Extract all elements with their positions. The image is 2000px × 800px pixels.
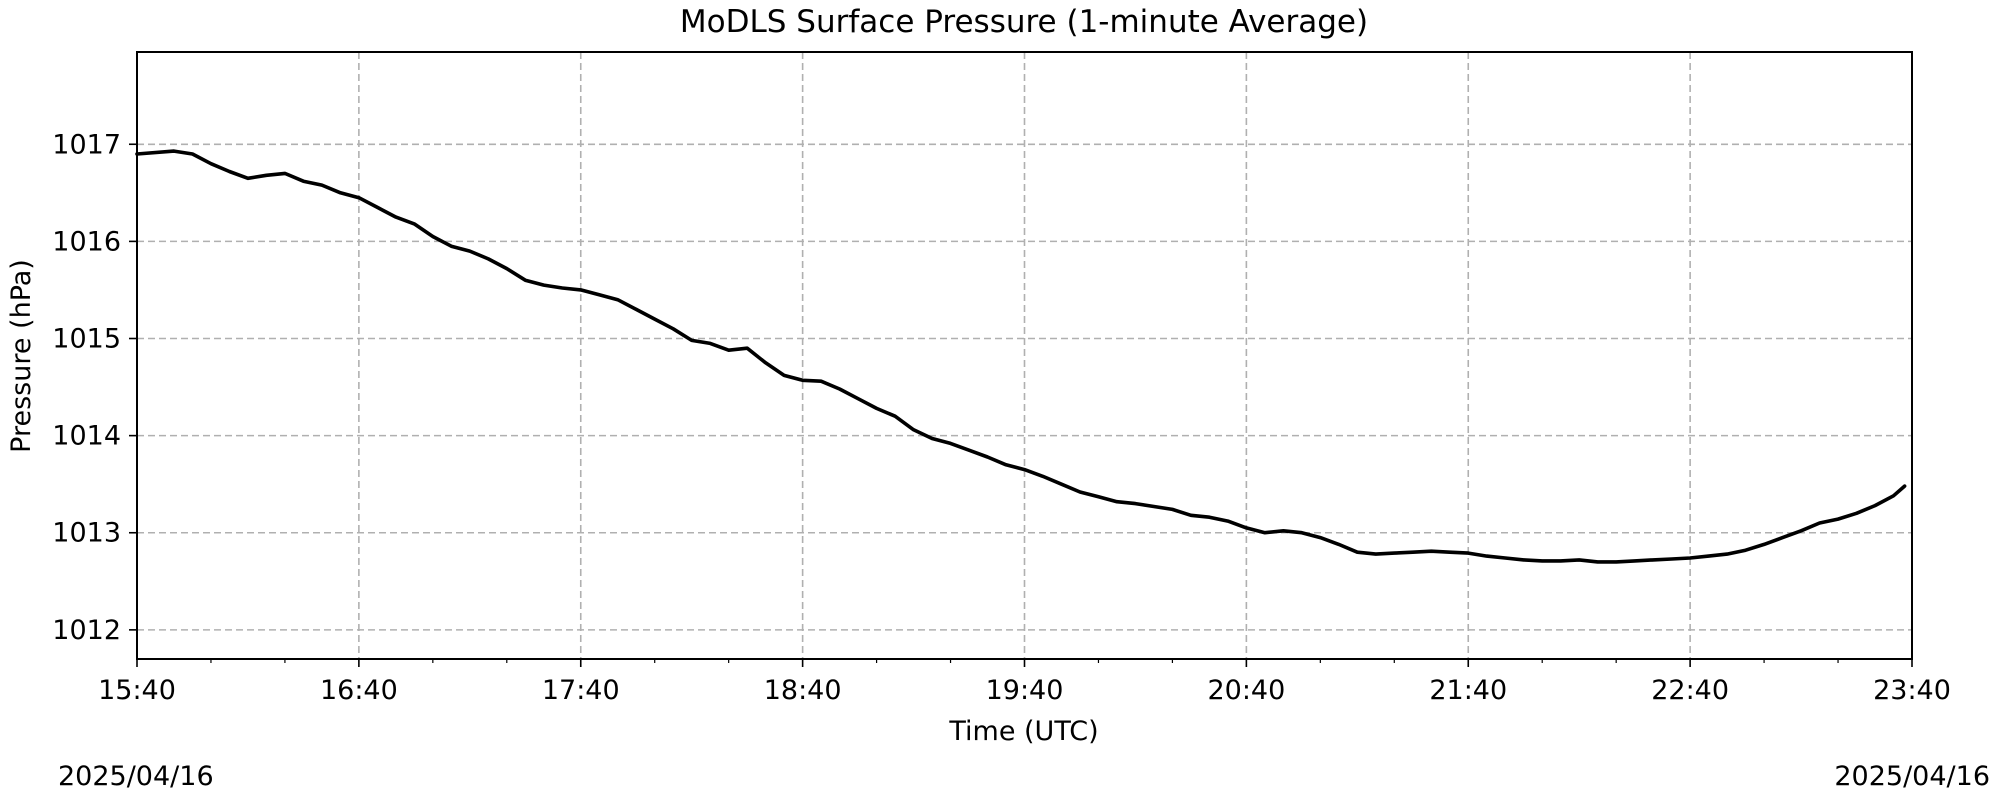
y-tick-label: 1016: [52, 226, 121, 257]
x-start-date-label: 2025/04/16: [58, 761, 214, 792]
x-axis-label: Time (UTC): [948, 716, 1098, 747]
pressure-series-line: [135, 149, 1907, 564]
y-tick-label: 1017: [52, 129, 121, 160]
chart-title: MoDLS Surface Pressure (1-minute Average…: [680, 4, 1368, 40]
x-tick-label: 16:40: [320, 675, 398, 706]
y-axis-label: Pressure (hPa): [6, 259, 37, 453]
x-tick-label: 15:40: [98, 675, 176, 706]
x-tick-label: 18:40: [764, 675, 842, 706]
x-tick-label: 19:40: [986, 675, 1064, 706]
y-axis: 1012 1013 1014 1015 1016 1017: [52, 129, 137, 646]
y-tick-label: 1012: [52, 615, 121, 646]
x-axis: 15:40 16:40 17:40 18:40 19:40 20:40 21:40 22:40…: [98, 659, 1951, 706]
x-tick-label: 23:40: [1873, 675, 1951, 706]
grid: [136, 52, 1913, 659]
x-tick-label: 20:40: [1207, 675, 1285, 706]
x-tick-label: 22:40: [1651, 675, 1729, 706]
x-tick-label: 21:40: [1429, 675, 1507, 706]
x-tick-label: 17:40: [542, 675, 620, 706]
y-tick-label: 1014: [52, 421, 121, 452]
x-end-date-label: 2025/04/16: [1834, 761, 1990, 792]
y-tick-label: 1015: [52, 324, 121, 355]
y-tick-label: 1013: [52, 518, 121, 549]
